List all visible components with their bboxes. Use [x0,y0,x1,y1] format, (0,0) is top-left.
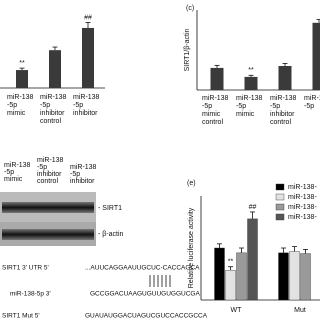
label-line: control [270,119,291,126]
error-bar [239,247,244,253]
error-bar [316,19,320,23]
bar [278,66,292,90]
label-line: inhibitor [70,178,95,185]
label-line: inhibitor [37,171,62,178]
label-line: -5p [270,103,280,110]
label-line: mimic [4,176,23,183]
label-line: miR-138 [7,94,34,101]
significance: ** [248,67,254,74]
label-line: -5p [304,103,314,110]
legend-swatch [275,213,285,221]
bar [82,27,94,88]
error-bar [217,243,222,248]
significance: ## [84,14,92,21]
error-bar [228,266,233,271]
sequence: ...AUUCAGGAAUUGCUC-CACCAGCA [85,265,200,272]
bar [225,269,236,301]
legend-swatch [275,203,285,211]
label-line: inhibitor [270,111,295,118]
label-line: mimic [202,111,221,118]
bar [16,70,28,88]
y-axis-title: Relative luciferase activity [188,207,195,288]
bar [278,252,289,301]
label-line: mimic [236,111,255,118]
label-line: mimic [7,110,26,117]
error-bar [214,64,220,68]
label-line: miR-138 [70,164,97,171]
label-line: inhibitor [73,110,98,117]
bar [236,252,247,301]
bar [210,67,224,90]
bar [289,251,300,301]
legend-label: miR-138- [288,184,317,191]
legend-swatch [275,183,285,191]
label-line: -5p [40,102,50,109]
legend-swatch [275,193,285,201]
panel-label: (e) [187,180,196,187]
panel-label: (c) [186,5,194,12]
bar [312,22,320,90]
label-line: -5p [202,103,212,110]
error-bar [303,248,308,254]
label-line: -5p [236,103,246,110]
legend-label: miR-138- [288,214,317,221]
sequence: GUAUAUGGACUAGUCGUCCACCGCCA [85,313,208,320]
band-label: - β-actin [98,231,124,238]
bar [49,50,61,88]
error-bar [248,74,254,77]
error-bar [292,246,297,252]
x-tick-label: Mut [294,307,306,314]
label-line: -5p [70,171,80,178]
label-line: -5p [73,102,83,109]
sequence-label: SIRT1 Mut 5' [2,313,40,320]
bar [300,253,311,301]
actin-band [2,229,94,240]
bar [214,247,225,301]
label-line: control [202,119,223,126]
label-line: miR-138 [236,95,263,102]
error-bar [250,211,255,219]
bar [247,218,258,301]
legend-label: miR-138- [288,194,317,201]
label-line: miR-138 [40,94,67,101]
sequence: GCCGGACUAAGUGUUGUGGUCGA [90,291,200,298]
significance: ** [228,259,234,266]
y-axis-title: SIRT1/β-actin [184,28,191,71]
label-line: -5p [4,169,14,176]
bar [244,76,258,90]
label-line: miR-138 [73,94,100,101]
label-line: -5p [7,102,17,109]
label-line: miR-138 [304,95,320,102]
label-line: -5p [37,164,47,171]
sirt1-band [2,202,94,213]
error-bar [19,67,25,71]
label-line: control [37,178,58,185]
base-pairing [149,275,171,287]
error-bar [281,247,286,253]
label-line: miR-138 [4,162,31,169]
band-label: - SIRT1 [98,205,122,212]
label-line: miR-138 [37,157,64,164]
legend-label: miR-138- [288,204,317,211]
significance: ** [19,60,25,67]
sequence-label: miR-138-5p 3' [10,291,51,298]
x-tick-label: WT [231,307,243,314]
significance: ## [249,204,257,211]
sequences: SIRT1 3' UTR 5' ...AUUCAGGAAUUGCUC-CACCAG… [2,265,208,320]
error-bar [282,63,288,66]
label-line: control [40,118,61,125]
sequence-label: SIRT1 3' UTR 5' [2,265,49,272]
label-line: inhibitor [40,110,65,117]
error-bar [52,46,58,51]
error-bar [85,22,91,28]
label-line: miR-138 [270,95,297,102]
label-line: miR-138 [202,95,229,102]
